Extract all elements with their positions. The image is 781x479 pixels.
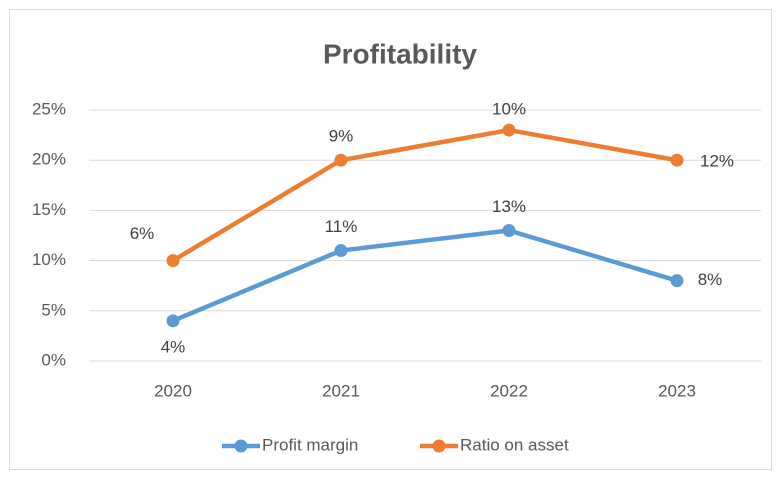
- marker: [502, 223, 516, 237]
- marker: [166, 314, 180, 328]
- data-label: 4%: [161, 337, 186, 356]
- x-tick-label: 2020: [154, 381, 192, 400]
- marker: [670, 274, 684, 288]
- data-label: 11%: [325, 217, 358, 236]
- data-label: 6%: [130, 224, 155, 243]
- data-label: 10%: [492, 100, 526, 119]
- data-label: 13%: [492, 197, 526, 216]
- legend-label: Ratio on asset: [460, 435, 569, 454]
- y-tick-label: 15%: [32, 200, 66, 219]
- data-label: 8%: [698, 270, 723, 289]
- y-tick-label: 25%: [32, 99, 66, 118]
- marker: [334, 244, 348, 258]
- x-tick-label: 2022: [490, 381, 528, 400]
- line: [170, 228, 680, 324]
- legend-marker: [234, 439, 248, 453]
- marker: [334, 153, 348, 167]
- y-tick-label: 0%: [41, 350, 66, 369]
- marker: [166, 254, 180, 268]
- y-tick-label: 10%: [32, 250, 66, 269]
- legend-marker: [432, 439, 446, 453]
- data-label: 9%: [329, 127, 354, 146]
- data-label: 12%: [700, 152, 734, 171]
- marker: [670, 153, 684, 167]
- x-tick-label: 2021: [322, 381, 360, 400]
- chart-border: [9, 9, 772, 470]
- x-tick-label: 2023: [658, 381, 696, 400]
- legend-label: Profit margin: [262, 435, 358, 454]
- y-tick-label: 5%: [41, 300, 66, 319]
- marker: [502, 123, 516, 137]
- line: [170, 127, 680, 263]
- chart-title: Profitability: [323, 38, 477, 69]
- y-tick-label: 20%: [32, 150, 66, 169]
